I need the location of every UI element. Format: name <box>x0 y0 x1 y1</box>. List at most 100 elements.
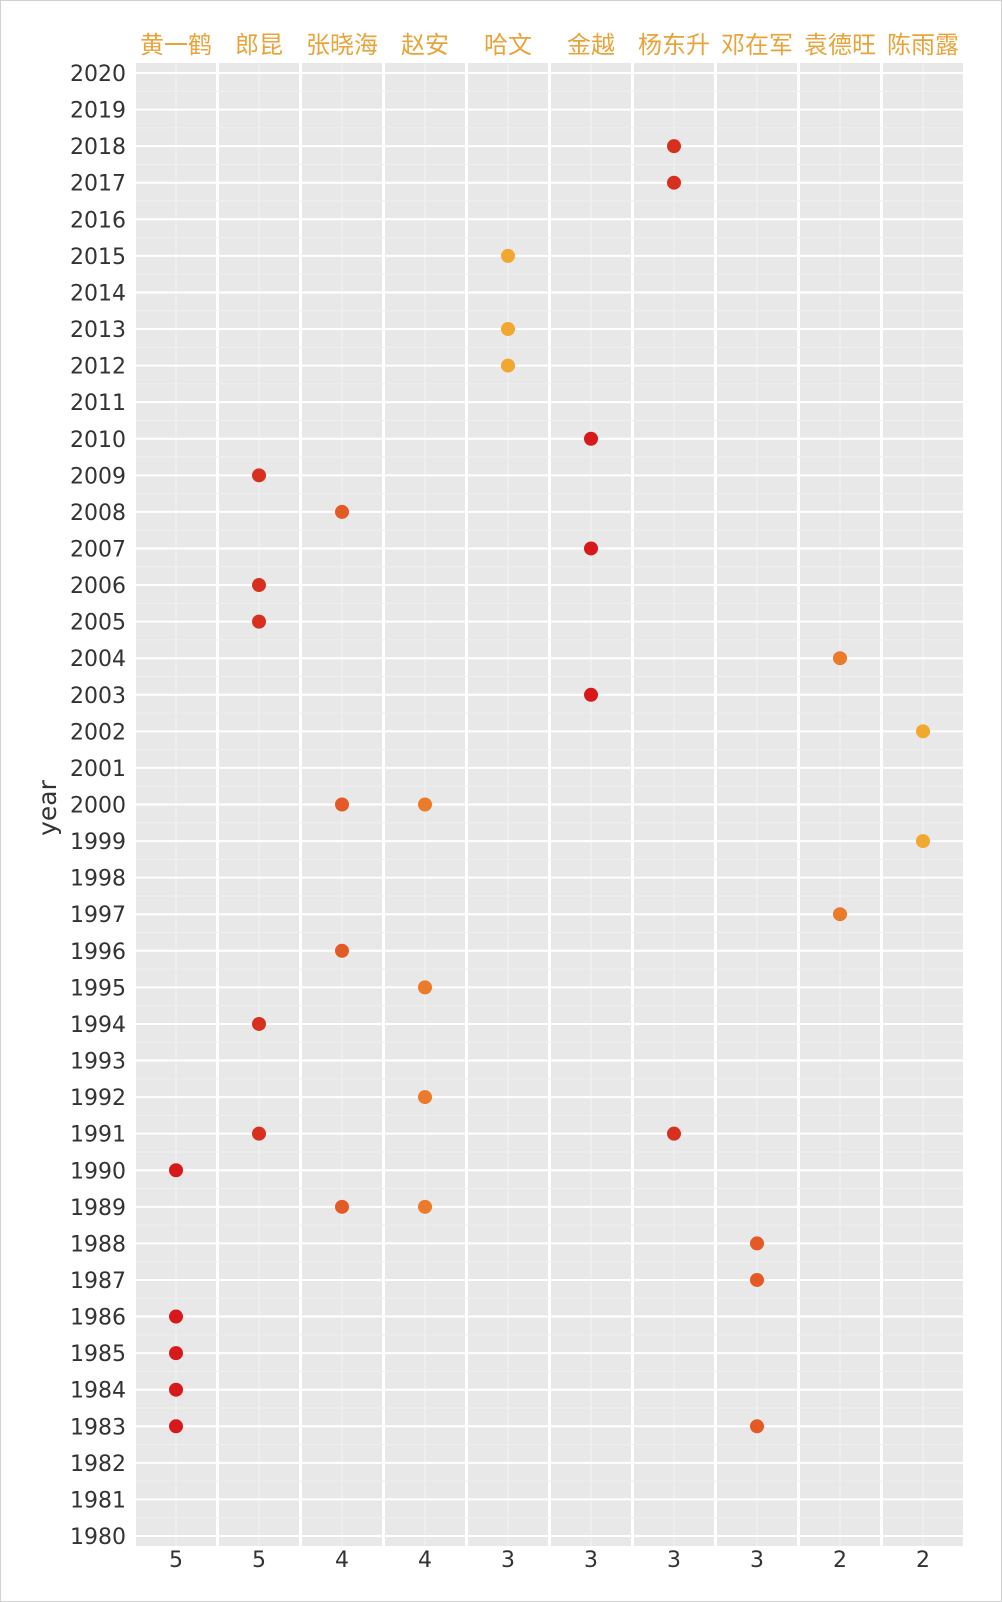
facet-name-label: 金越 <box>567 31 615 59</box>
facet-name-label: 袁德旺 <box>804 31 876 59</box>
data-point <box>169 1163 183 1178</box>
y-tick-label: 2007 <box>70 537 126 562</box>
y-tick-label: 1982 <box>70 1452 126 1477</box>
y-tick-label: 1989 <box>70 1196 126 1221</box>
data-point <box>667 175 681 190</box>
facet-name-label: 邓在军 <box>721 31 793 59</box>
data-point <box>169 1309 183 1324</box>
data-point <box>169 1382 183 1397</box>
data-point <box>418 797 432 812</box>
facet-count-label: 3 <box>750 1548 764 1573</box>
y-tick-label: 2015 <box>70 245 126 270</box>
y-tick-label: 1991 <box>70 1123 126 1148</box>
y-tick-label: 2002 <box>70 720 126 745</box>
y-tick-label: 1997 <box>70 903 126 928</box>
facet-count-label: 4 <box>335 1548 349 1573</box>
y-tick-label: 1983 <box>70 1415 126 1440</box>
facet-name-label: 张晓海 <box>306 31 378 59</box>
y-tick-label: 1999 <box>70 830 126 855</box>
y-tick-label: 2009 <box>70 464 126 489</box>
y-tick-label: 1984 <box>70 1379 126 1404</box>
facet-count-label: 3 <box>584 1548 598 1573</box>
y-tick-label: 2008 <box>70 501 126 526</box>
data-point <box>252 578 266 593</box>
data-point <box>252 1126 266 1141</box>
y-tick-label: 1993 <box>70 1050 126 1075</box>
data-point <box>501 358 515 373</box>
y-tick-label: 1987 <box>70 1269 126 1294</box>
y-tick-label: 2014 <box>70 281 126 306</box>
y-tick-label: 2003 <box>70 684 126 709</box>
y-gridlines <box>136 72 963 1537</box>
data-point <box>418 980 432 995</box>
y-tick-label: 2005 <box>70 611 126 636</box>
y-tick-label: 2010 <box>70 428 126 453</box>
data-point <box>335 797 349 812</box>
y-tick-label: 1986 <box>70 1306 126 1331</box>
data-point <box>418 1090 432 1105</box>
data-point <box>169 1346 183 1361</box>
data-point <box>335 1199 349 1214</box>
data-point <box>750 1236 764 1251</box>
data-point <box>169 1419 183 1434</box>
y-tick-label: 1996 <box>70 940 126 965</box>
y-tick-label: 2017 <box>70 172 126 197</box>
data-point <box>418 1199 432 1214</box>
data-point <box>252 614 266 629</box>
facet-count-labels: 5 5 4 4 3 3 3 3 2 2 <box>169 1548 930 1573</box>
y-tick-label: 1990 <box>70 1159 126 1184</box>
y-tick-label: 1995 <box>70 976 126 1001</box>
data-point <box>501 248 515 263</box>
data-point <box>252 468 266 483</box>
facet-name-label: 黄一鹤 <box>140 31 212 59</box>
data-point <box>750 1419 764 1434</box>
y-tick-label: 1988 <box>70 1232 126 1257</box>
y-tick-labels: 1980 1981 1982 1983 1984 1985 1986 1987 1988 1989… <box>70 62 126 1550</box>
y-axis-label: year <box>33 779 62 835</box>
data-point <box>667 139 681 154</box>
y-tick-label: 1981 <box>70 1488 126 1513</box>
y-tick-label: 1994 <box>70 1013 126 1038</box>
data-point <box>833 651 847 666</box>
facet-count-label: 5 <box>252 1548 266 1573</box>
facet-count-label: 5 <box>169 1548 183 1573</box>
y-tick-label: 2001 <box>70 757 126 782</box>
y-tick-label: 2011 <box>70 391 126 416</box>
data-point <box>335 943 349 958</box>
facet-name-label: 赵安 <box>401 31 449 59</box>
data-point <box>916 834 930 849</box>
facet-name-label: 陈雨露 <box>887 31 959 59</box>
y-tick-label: 2020 <box>70 62 126 87</box>
y-tick-label: 2012 <box>70 355 126 380</box>
facet-count-label: 2 <box>833 1548 847 1573</box>
y-tick-label: 1992 <box>70 1086 126 1111</box>
y-tick-label: 1985 <box>70 1342 126 1367</box>
y-tick-label: 2018 <box>70 135 126 160</box>
data-point <box>750 1272 764 1287</box>
facet-count-label: 3 <box>501 1548 515 1573</box>
facet-name-label: 郎昆 <box>235 31 283 59</box>
facet-count-label: 4 <box>418 1548 432 1573</box>
data-points <box>169 139 930 1434</box>
y-tick-label: 2016 <box>70 208 126 233</box>
y-tick-label: 2004 <box>70 647 126 672</box>
data-point <box>335 504 349 519</box>
facet-name-label: 哈文 <box>484 31 532 59</box>
data-point <box>833 907 847 922</box>
facet-count-label: 3 <box>667 1548 681 1573</box>
facet-name-labels: 黄一鹤 郎昆 张晓海 赵安 哈文 金越 杨东升 邓在军 袁德旺 陈雨露 <box>140 31 959 59</box>
facet-name-label: 杨东升 <box>638 31 710 59</box>
y-tick-label: 2000 <box>70 794 126 819</box>
y-tick-label: 2019 <box>70 99 126 124</box>
data-point <box>584 541 598 556</box>
y-tick-label: 1998 <box>70 867 126 892</box>
facet-count-label: 2 <box>916 1548 930 1573</box>
y-tick-label: 1980 <box>70 1525 126 1550</box>
data-point <box>584 431 598 446</box>
data-point <box>252 1016 266 1031</box>
data-point <box>584 687 598 702</box>
data-point <box>667 1126 681 1141</box>
y-tick-label: 2006 <box>70 574 126 599</box>
